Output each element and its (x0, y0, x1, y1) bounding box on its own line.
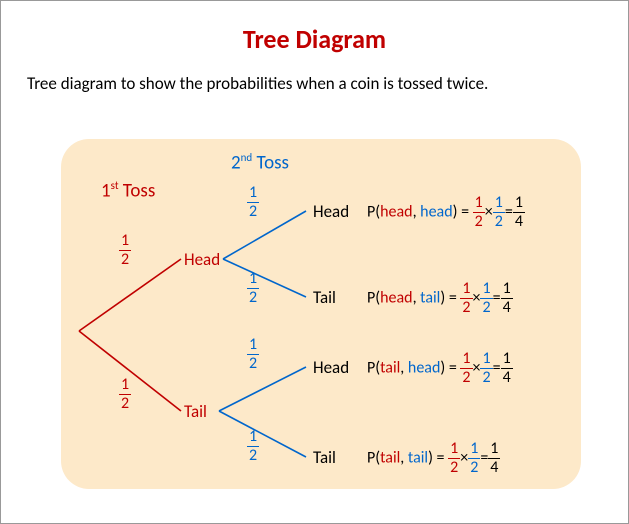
page-subtitle: Tree diagram to show the probabilities w… (27, 73, 628, 94)
second-prob-4: 1 2 (247, 429, 259, 464)
second-prob-1: 1 2 (247, 185, 259, 220)
second-prob-2: 1 2 (247, 271, 259, 306)
first-prob-tail: 1 2 (119, 377, 131, 412)
page-title: Tree Diagram (1, 23, 628, 55)
second-prob-3: 1 2 (247, 337, 259, 372)
outcome-3: P(tail, head) = 12×12=14 (367, 351, 513, 386)
node-tail: Tail (184, 401, 207, 422)
leaf-2: Tail (313, 287, 336, 308)
leaf-1: Head (313, 201, 349, 222)
outcome-4: P(tail, tail) = 12×12=14 (367, 441, 500, 476)
leaf-3: Head (313, 357, 349, 378)
leaf-4: Tail (313, 447, 336, 468)
tree-canvas: 1st Toss 2nd Toss 1 2 1 2 Head Tail (61, 139, 581, 489)
first-prob-head: 1 2 (119, 233, 131, 268)
outcome-1: P(head, head) = 12×12=14 (367, 195, 525, 230)
outcome-2: P(head, tail) = 12×12=14 (367, 281, 513, 316)
diagram-container: Tree Diagram Tree diagram to show the pr… (0, 0, 629, 524)
node-head: Head (184, 249, 220, 270)
